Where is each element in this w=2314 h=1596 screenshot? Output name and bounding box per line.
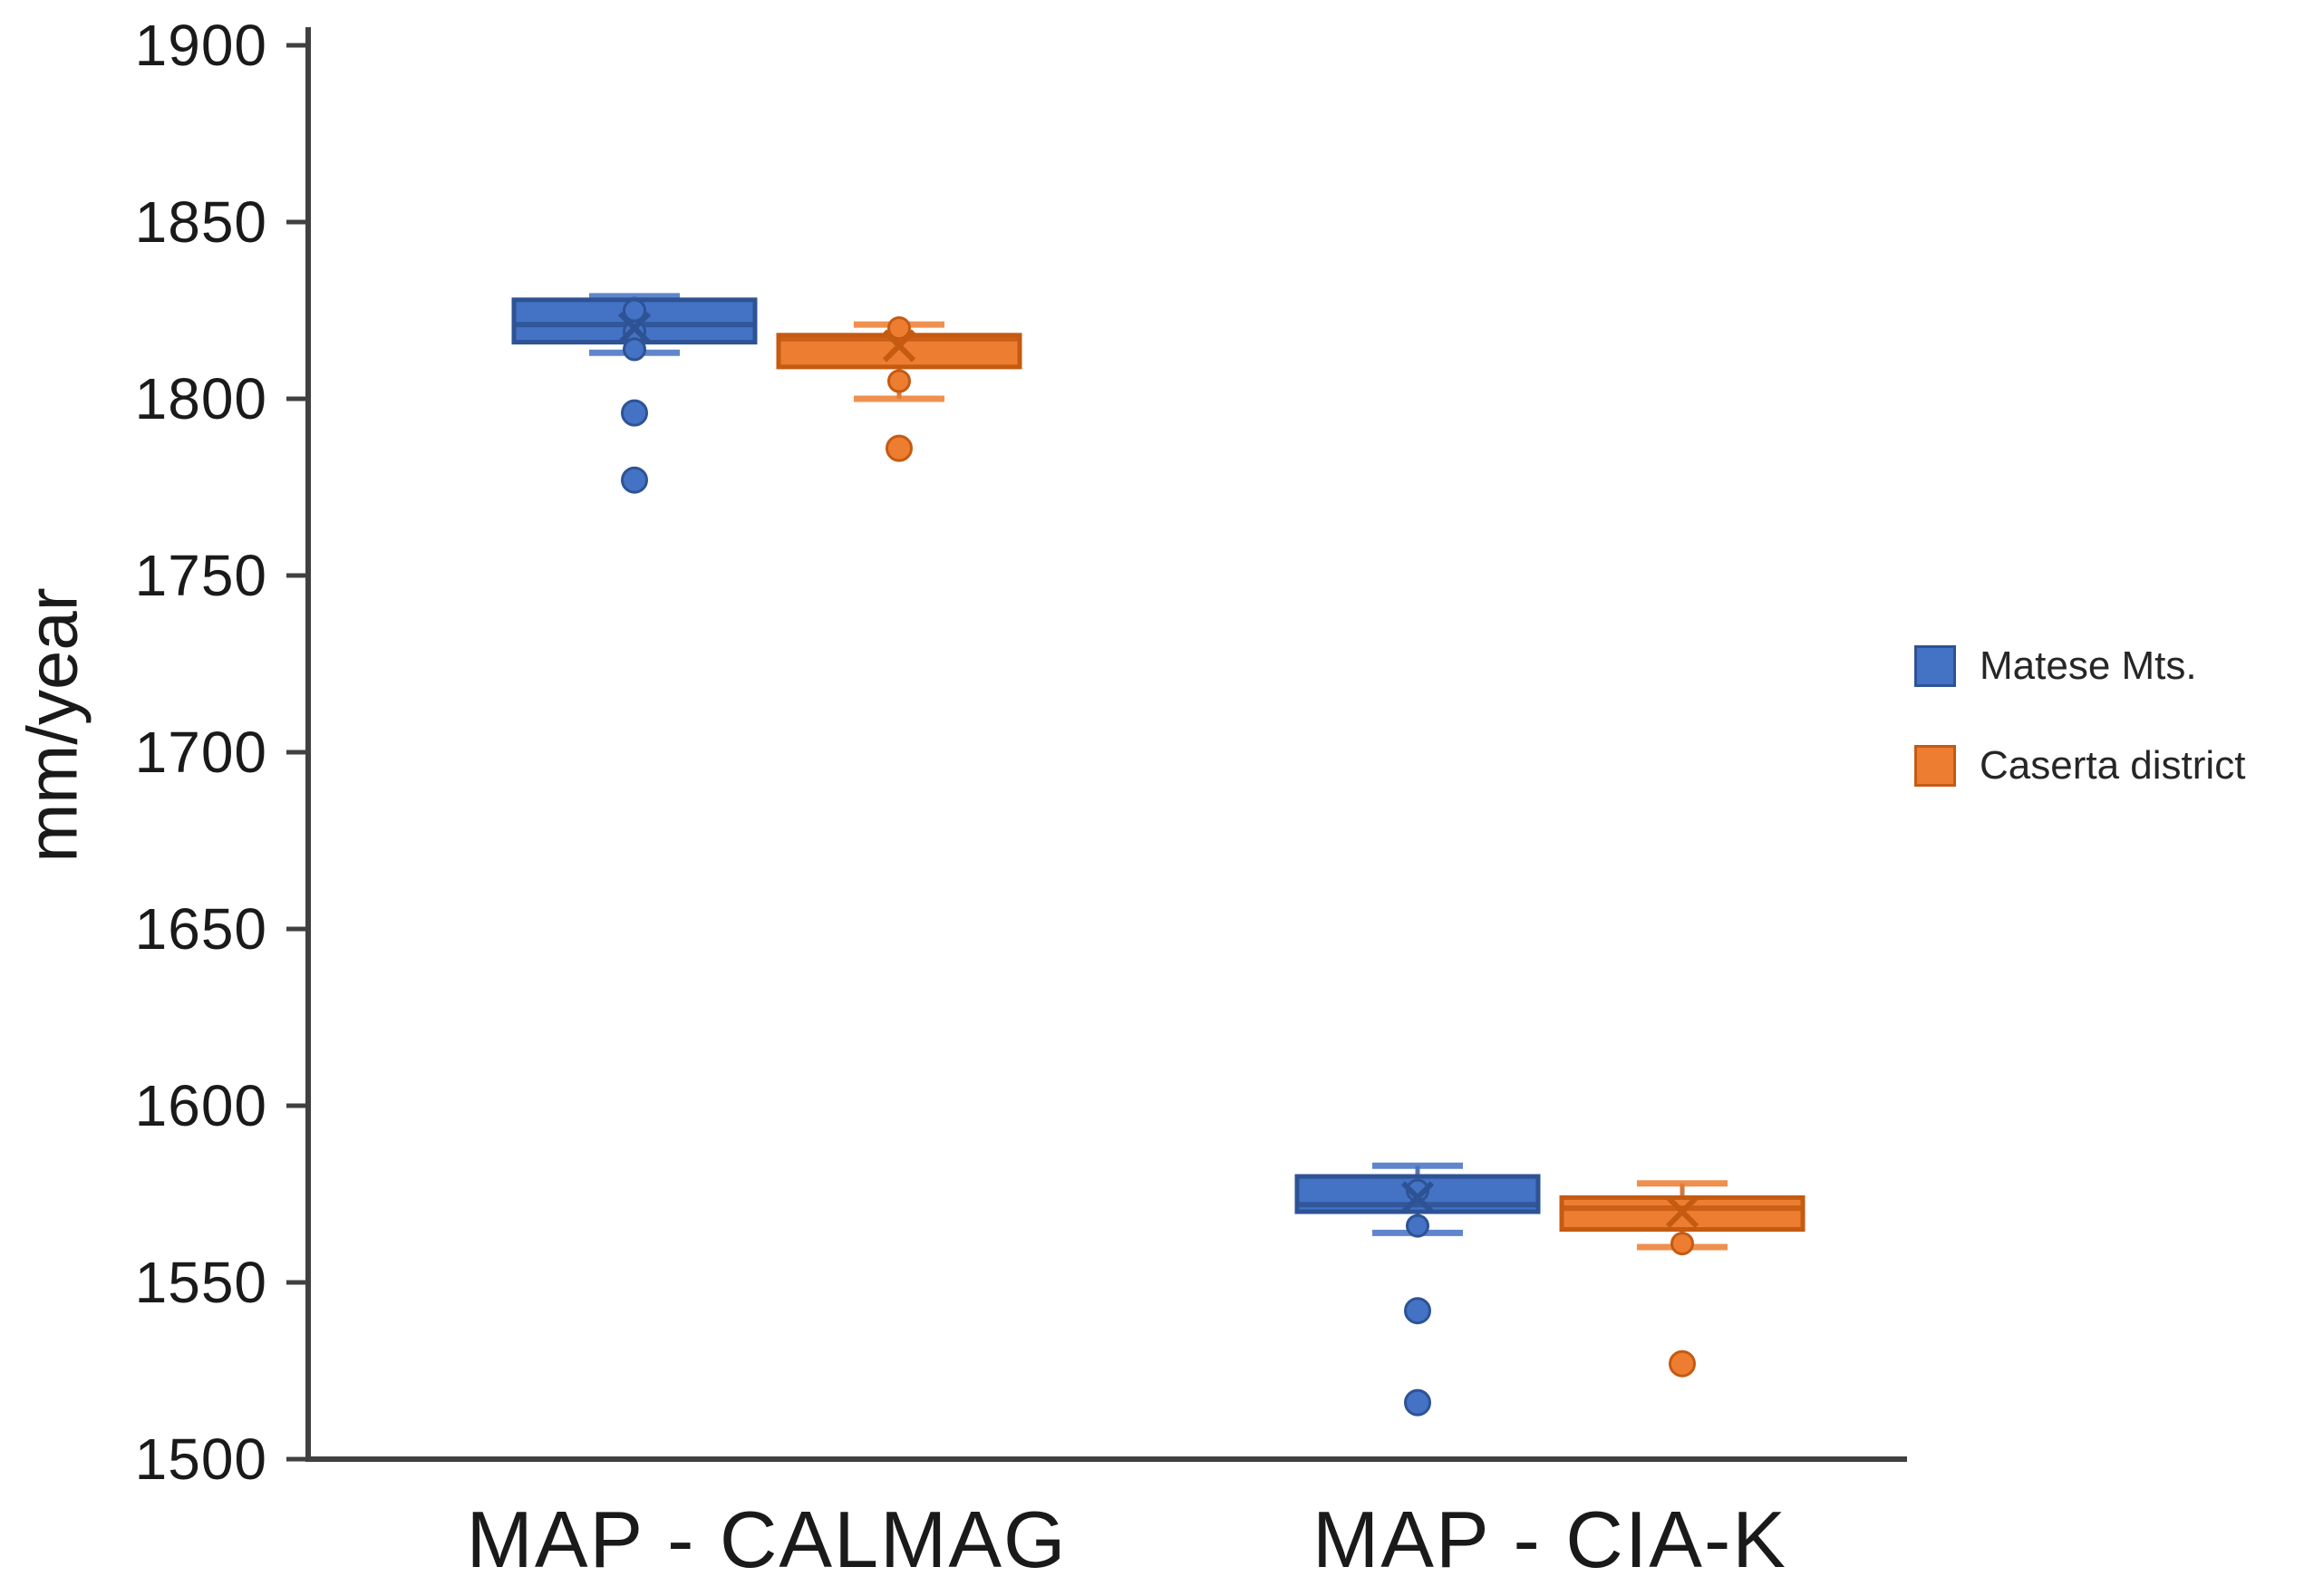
mean-marker-caserta-district-cia-k — [1665, 1195, 1699, 1229]
category-label-map-calmag: MAP - CALMAG — [466, 1494, 1068, 1584]
inner-point-caserta-district-cia-k — [1670, 1232, 1694, 1256]
mean-marker-caserta-district-calmag — [882, 329, 916, 363]
y-tick-label: 1800 — [134, 366, 267, 431]
legend-swatch-caserta — [1914, 745, 1956, 787]
outlier-point-matese-mts-cia-k — [1404, 1388, 1431, 1417]
y-tick-label: 1600 — [134, 1073, 267, 1138]
inner-point-caserta-district-calmag — [887, 316, 911, 340]
category-label-map-cia-k: MAP - CIA-K — [1312, 1494, 1788, 1584]
legend-item-matese: Matese Mts. — [1914, 643, 2245, 689]
mean-marker-matese-mts-cia-k — [1400, 1181, 1435, 1214]
y-tick-label: 1850 — [134, 189, 267, 255]
outlier-point-matese-mts-calmag — [621, 466, 648, 494]
legend-label-matese: Matese Mts. — [1980, 643, 2197, 688]
box-caserta-district-cia-k — [1559, 1195, 1806, 1233]
y-tick-label: 1550 — [134, 1250, 267, 1315]
mean-marker-matese-mts-calmag — [617, 311, 652, 345]
y-tick-label: 1650 — [134, 896, 267, 962]
legend-item-caserta: Caserta district — [1914, 743, 2245, 788]
inner-point-caserta-district-calmag — [887, 369, 911, 393]
y-tick-label: 1900 — [134, 13, 267, 78]
y-tick-label: 1700 — [134, 720, 267, 785]
y-tick-label: 1500 — [134, 1427, 267, 1492]
outlier-point-caserta-district-cia-k — [1669, 1349, 1696, 1378]
outlier-point-matese-mts-calmag — [621, 399, 648, 427]
outlier-point-matese-mts-cia-k — [1404, 1297, 1431, 1325]
inner-point-matese-mts-cia-k — [1406, 1214, 1429, 1238]
legend: Matese Mts. Caserta district — [1914, 643, 2245, 788]
outlier-point-caserta-district-calmag — [886, 434, 913, 462]
legend-swatch-matese — [1914, 645, 1956, 687]
y-tick-label: 1750 — [134, 543, 267, 608]
legend-label-caserta: Caserta district — [1980, 743, 2246, 788]
inner-point-matese-mts-calmag — [623, 337, 646, 362]
